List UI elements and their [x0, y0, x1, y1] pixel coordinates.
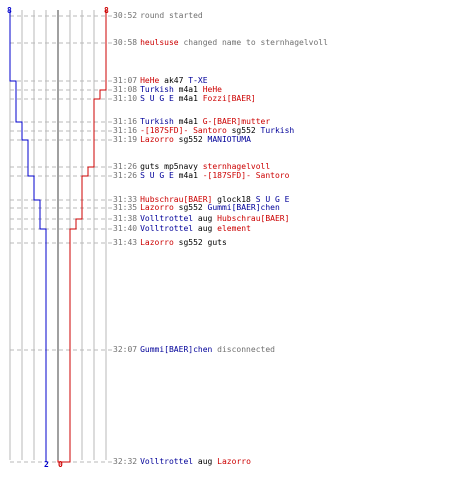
player-name: -[187SFD]- Santoro [140, 126, 227, 135]
red-start-count: 8 [104, 6, 109, 15]
event-timestamp: 31:19 [113, 135, 138, 144]
event-timestamp: 31:40 [113, 224, 138, 233]
event-text: m4a1 [173, 94, 203, 103]
event-text: sg552 [226, 126, 261, 135]
event-timestamp: 31:10 [113, 94, 138, 103]
player-name: Gummi[BAER]chen [207, 203, 280, 212]
player-name: Hubschrau[BAER] [140, 195, 213, 204]
event-row: 32:32 Volltrottel aug Lazorro [113, 457, 251, 467]
event-row: 31:33 Hubschrau[BAER] glock18 S U G E [113, 195, 289, 205]
player-name: Lazorro [140, 135, 174, 144]
event-timestamp: 32:07 [113, 345, 138, 354]
event-row: 31:26 S U G E m4a1 -[187SFD]- Santoro [113, 171, 289, 181]
event-text: disconnected [212, 345, 275, 354]
event-timestamp: 31:16 [113, 117, 138, 126]
event-row: 32:07 Gummi[BAER]chen disconnected [113, 345, 275, 355]
event-row: 31:35 Lazorro sg552 Gummi[BAER]chen [113, 203, 280, 213]
player-name: Lazorro [140, 238, 174, 247]
player-name: Turkish [260, 126, 295, 135]
blue-start-count: 8 [7, 6, 12, 15]
event-row: 31:07 HeHe ak47 T-XE [113, 76, 208, 86]
event-row: 31:19 Lazorro sg552 MANIOTUMA [113, 135, 251, 145]
player-name: Volltrottel [140, 214, 194, 223]
event-text: m4a1 [173, 171, 203, 180]
player-name: Turkish [140, 117, 174, 126]
event-timestamp: 32:32 [113, 457, 138, 466]
event-text: guts [140, 162, 160, 171]
event-timestamp: 31:08 [113, 85, 138, 94]
event-timestamp: 31:16 [113, 126, 138, 135]
event-timestamp: 31:43 [113, 238, 138, 247]
event-row: 31:16 -[187SFD]- Santoro sg552 Turkish [113, 126, 294, 136]
red-team-line [57, 10, 107, 463]
player-name: Turkish [140, 85, 174, 94]
event-text: sg552 [173, 135, 208, 144]
player-name: HeHe [140, 76, 160, 85]
event-row: 30:58 heulsuse changed name to sternhagel… [113, 38, 328, 48]
player-name: Volltrottel [140, 224, 194, 233]
event-text: aug [193, 224, 218, 233]
player-name: Gummi[BAER]chen [140, 345, 213, 354]
event-text: m4a1 [173, 85, 203, 94]
event-text: sg552 [173, 238, 208, 247]
event-text: changed name to sternhagelvoll [178, 38, 328, 47]
event-timestamp: 31:07 [113, 76, 138, 85]
player-name: -[187SFD]- Santoro [202, 171, 290, 180]
event-text: m4a1 [173, 117, 203, 126]
event-row: 31:08 Turkish m4a1 HeHe [113, 85, 222, 95]
player-name: Lazorro [140, 203, 174, 212]
event-text: mp5navy [159, 162, 203, 171]
event-row: 31:43 Lazorro sg552 guts [113, 238, 227, 248]
event-text: sg552 [173, 203, 208, 212]
event-text: round started [140, 11, 203, 20]
player-name: MANIOTUMA [207, 135, 251, 144]
player-name: Volltrottel [140, 457, 194, 466]
event-row: 31:26 guts mp5navy sternhagelvoll [113, 162, 270, 172]
player-name: G-[BAER]mutter [202, 117, 271, 126]
player-name: Fozzi[BAER] [202, 94, 256, 103]
player-name: S U G E [255, 195, 290, 204]
player-name: HeHe [202, 85, 222, 94]
event-text: glock18 [212, 195, 256, 204]
event-text: aug [193, 457, 218, 466]
event-text: guts [207, 238, 227, 247]
event-timestamp: 30:58 [113, 38, 138, 47]
player-name: T-XE [188, 76, 208, 85]
event-timestamp: 31:35 [113, 203, 138, 212]
event-timestamp: 31:38 [113, 214, 138, 223]
player-name: element [217, 224, 251, 233]
player-name: S U G E [140, 94, 174, 103]
event-timestamp: 31:26 [113, 162, 138, 171]
player-name: Lazorro [217, 457, 251, 466]
player-name: heulsuse [140, 38, 179, 47]
player-name: S U G E [140, 171, 174, 180]
event-text: ak47 [159, 76, 189, 85]
event-text: aug [193, 214, 218, 223]
player-name: Hubschrau[BAER] [217, 214, 290, 223]
blue-team-line [9, 10, 47, 462]
event-row: 31:16 Turkish m4a1 G-[BAER]mutter [113, 117, 270, 127]
player-name: sternhagelvoll [202, 162, 271, 171]
event-row: 30:52 round started [113, 11, 203, 21]
event-timestamp: 31:26 [113, 171, 138, 180]
blue-end-count: 2 [44, 460, 49, 469]
event-row: 31:10 S U G E m4a1 Fozzi[BAER] [113, 94, 256, 104]
event-row: 31:38 Volltrottel aug Hubschrau[BAER] [113, 214, 289, 224]
player-count-graph [9, 10, 112, 463]
event-row: 31:40 Volltrottel aug element [113, 224, 251, 234]
event-timestamp: 31:33 [113, 195, 138, 204]
event-timestamp: 30:52 [113, 11, 138, 20]
red-end-count: 0 [58, 460, 63, 469]
